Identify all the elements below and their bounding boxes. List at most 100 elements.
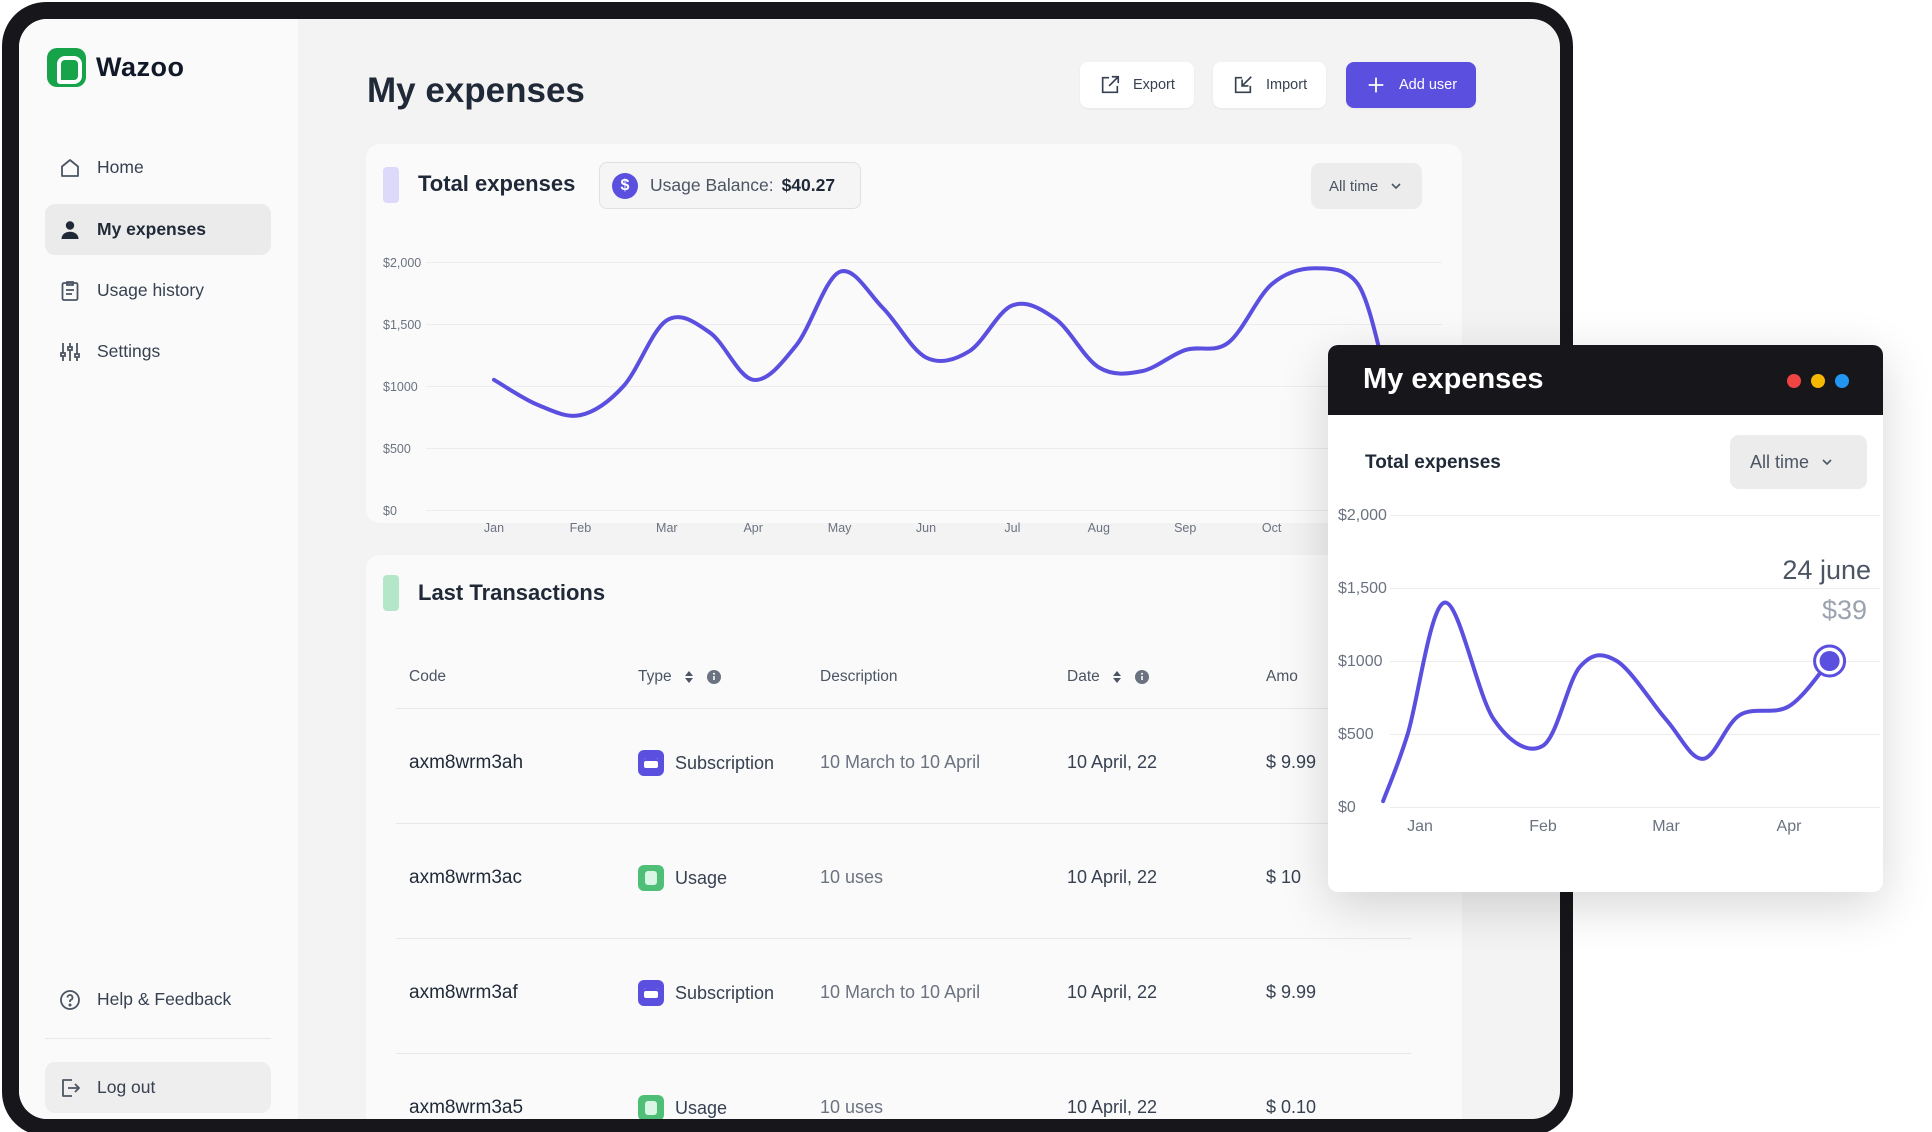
column-header-description[interactable]: Description bbox=[820, 668, 898, 686]
info-icon[interactable] bbox=[1134, 669, 1150, 685]
transaction-date: 10 April, 22 bbox=[1067, 982, 1158, 1002]
column-header-code[interactable]: Code bbox=[409, 668, 446, 686]
y-tick-label: $2,000 bbox=[1338, 507, 1387, 524]
column-label: Date bbox=[1067, 668, 1100, 685]
import-button[interactable]: Import bbox=[1213, 62, 1327, 108]
x-tick-label: Apr bbox=[1777, 818, 1803, 835]
sort-icon[interactable] bbox=[1110, 669, 1124, 685]
expenses-popup-window[interactable]: My expenses Total expenses All time 24 j… bbox=[1328, 345, 1883, 892]
sidebar-item-label: Settings bbox=[97, 341, 161, 361]
gridline bbox=[426, 510, 1442, 511]
sidebar-item-settings[interactable]: Settings bbox=[45, 326, 271, 377]
x-tick-label: Feb bbox=[1529, 818, 1557, 835]
sidebar-item-usage-history[interactable]: Usage history bbox=[45, 265, 271, 316]
gridline bbox=[1390, 734, 1880, 735]
x-tick-label: Sep bbox=[1174, 521, 1196, 535]
usage-icon bbox=[638, 865, 664, 891]
card-marker bbox=[383, 167, 399, 203]
expenses-line-chart: $2,000 $1,500 $1000 $500 $0 Jan Feb Mar Apr May Ju… bbox=[383, 256, 1386, 535]
gridline bbox=[426, 386, 1442, 387]
sidebar-item-home[interactable]: Home bbox=[45, 142, 271, 193]
row-divider bbox=[396, 938, 1411, 939]
transaction-amount: $ 0.10 bbox=[1266, 1097, 1317, 1117]
last-transactions-card: Last Transactions Code Type Description … bbox=[366, 555, 1462, 1119]
usage-balance-badge: $ Usage Balance: $40.27 bbox=[599, 162, 861, 209]
popup-header: My expenses bbox=[1328, 345, 1883, 415]
y-tick-label: $500 bbox=[1338, 726, 1374, 743]
card-title: Last Transactions bbox=[418, 580, 606, 605]
y-tick-label: $2,000 bbox=[383, 256, 421, 270]
y-tick-label: $1000 bbox=[1338, 653, 1383, 670]
popup-subtitle: Total expenses bbox=[1365, 452, 1501, 473]
main-content: My expenses Export Import Add user Total… bbox=[298, 19, 1560, 1119]
page-title: My expenses bbox=[367, 71, 585, 110]
chevron-down-icon bbox=[1822, 459, 1832, 466]
transaction-amount: $ 9.99 bbox=[1266, 982, 1317, 1002]
type-label: Subscription bbox=[675, 752, 775, 773]
column-header-type[interactable]: Type bbox=[638, 668, 722, 686]
column-label: Amo bbox=[1266, 668, 1298, 685]
row-divider bbox=[396, 1053, 1411, 1054]
row-divider bbox=[396, 823, 1411, 824]
gridline bbox=[1390, 807, 1880, 808]
row-divider bbox=[396, 708, 1411, 709]
add-user-button[interactable]: Add user bbox=[1346, 62, 1477, 108]
y-tick-label: $1,500 bbox=[1338, 580, 1387, 597]
card-marker bbox=[383, 575, 399, 611]
tooltip-date: 24 june bbox=[1782, 555, 1871, 585]
y-tick-label: $1,500 bbox=[383, 318, 421, 332]
close-dot[interactable] bbox=[1787, 374, 1801, 388]
import-icon bbox=[1234, 76, 1252, 94]
card-title: Total expenses bbox=[418, 171, 576, 196]
x-tick-label: Mar bbox=[1652, 818, 1680, 835]
sidebar-item-label: Usage history bbox=[97, 280, 204, 300]
highlight-point-core bbox=[1819, 651, 1840, 671]
transaction-code[interactable]: axm8wrm3af bbox=[409, 982, 518, 1003]
time-range-select[interactable]: All time bbox=[1311, 163, 1423, 209]
x-tick-label: Jul bbox=[1004, 521, 1020, 535]
export-icon bbox=[1101, 75, 1120, 94]
plus-icon bbox=[1368, 77, 1384, 93]
column-header-amount[interactable]: Amo bbox=[1266, 668, 1298, 686]
add-user-label: Add user bbox=[1399, 77, 1458, 93]
brand[interactable]: Wazoo bbox=[47, 48, 184, 87]
info-icon[interactable] bbox=[706, 669, 722, 685]
tooltip-value: $39 bbox=[1821, 595, 1867, 625]
gridline bbox=[1390, 661, 1880, 662]
transaction-date: 10 April, 22 bbox=[1067, 752, 1158, 772]
x-tick-label: Feb bbox=[570, 521, 592, 535]
transaction-code[interactable]: axm8wrm3a5 bbox=[409, 1097, 524, 1118]
transaction-description: 10 March to 10 April bbox=[820, 752, 981, 772]
popup-time-range-select[interactable]: All time bbox=[1730, 435, 1867, 489]
sidebar-item-my-expenses[interactable]: My expenses bbox=[45, 204, 271, 255]
series-line bbox=[492, 266, 1386, 418]
transaction-code[interactable]: axm8wrm3ac bbox=[409, 867, 522, 888]
transaction-code[interactable]: axm8wrm3ah bbox=[409, 752, 524, 773]
column-header-date[interactable]: Date bbox=[1067, 668, 1150, 686]
wazoo-logo-icon bbox=[47, 48, 86, 87]
x-tick-label: Aug bbox=[1088, 521, 1110, 535]
sidebar: Wazoo Home My expenses Usage history Set… bbox=[19, 19, 298, 1119]
logout-button[interactable]: Log out bbox=[45, 1062, 271, 1113]
sort-icon[interactable] bbox=[682, 669, 696, 685]
column-label: Code bbox=[409, 668, 447, 685]
transaction-date: 10 April, 22 bbox=[1067, 867, 1158, 887]
gridline bbox=[426, 262, 1442, 263]
type-label: Subscription bbox=[675, 982, 775, 1003]
minimize-dot[interactable] bbox=[1811, 374, 1825, 388]
maximize-dot[interactable] bbox=[1835, 374, 1849, 388]
column-label: Description bbox=[820, 668, 898, 685]
home-icon bbox=[61, 158, 79, 177]
help-feedback-link[interactable]: Help & Feedback bbox=[45, 974, 271, 1025]
y-tick-label: $0 bbox=[1338, 799, 1356, 816]
subscription-icon bbox=[638, 980, 664, 1006]
transaction-description: 10 uses bbox=[820, 867, 884, 887]
column-label: Type bbox=[638, 668, 672, 685]
transaction-type: Usage bbox=[638, 865, 727, 891]
gridline bbox=[426, 448, 1442, 449]
export-button[interactable]: Export bbox=[1080, 62, 1194, 108]
usage-icon bbox=[638, 1095, 664, 1119]
type-label: Usage bbox=[675, 867, 728, 888]
export-label: Export bbox=[1133, 77, 1175, 93]
y-tick-label: $500 bbox=[383, 442, 411, 456]
